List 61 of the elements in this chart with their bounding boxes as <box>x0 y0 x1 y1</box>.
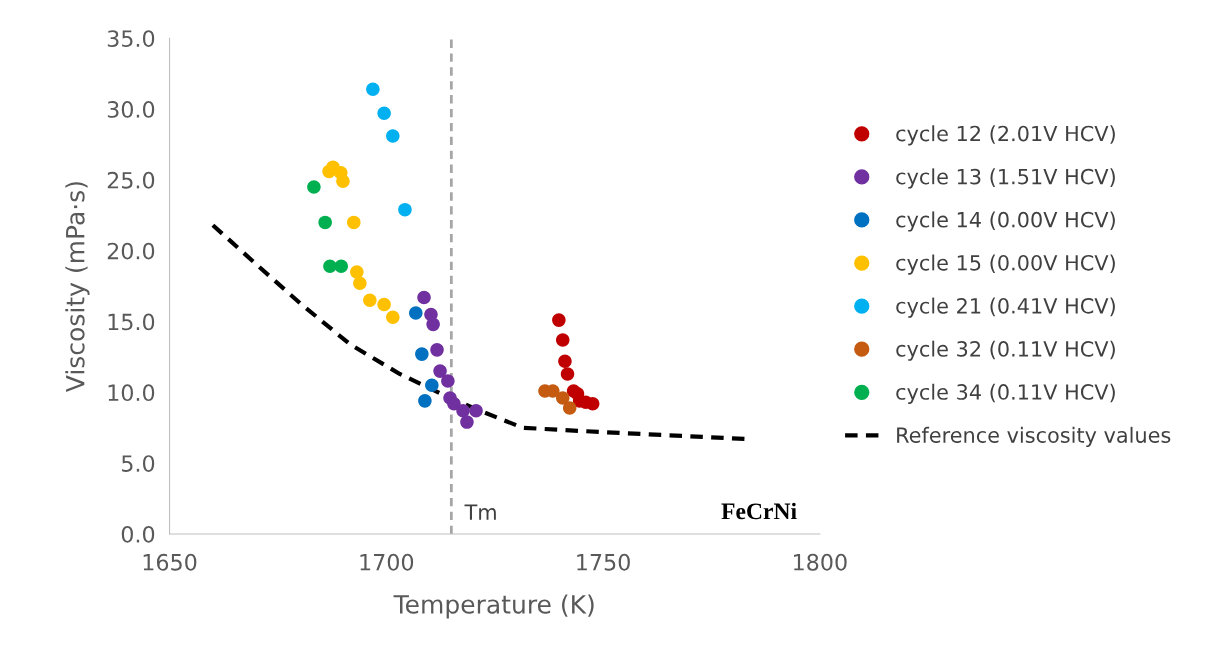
point <box>386 129 400 143</box>
legend-label: cycle 15 (0.00V HCV) <box>896 254 1115 275</box>
point <box>353 276 367 291</box>
point <box>307 180 321 194</box>
point <box>460 415 474 429</box>
point <box>425 378 439 393</box>
point <box>409 306 423 320</box>
y-tick-label: 30.0 <box>107 101 155 118</box>
point <box>363 293 377 308</box>
legend-label: cycle 34 (0.11V HCV) <box>896 383 1115 404</box>
legend-label: Reference viscosity values <box>897 426 1171 447</box>
point <box>430 343 444 357</box>
point <box>377 106 391 121</box>
legend-label: cycle 21 (0.41V HCV) <box>896 297 1115 318</box>
legend-label: cycle 14 (0.00V HCV) <box>896 211 1115 232</box>
point <box>398 202 412 217</box>
point <box>558 354 572 368</box>
point <box>456 404 470 418</box>
point <box>347 215 361 230</box>
y-tick-label: 10.0 <box>108 384 155 402</box>
point <box>322 164 336 179</box>
point <box>377 297 391 312</box>
point <box>415 347 429 361</box>
point <box>336 174 350 189</box>
y-tick-label: 20.0 <box>107 242 155 260</box>
point <box>560 367 575 381</box>
point <box>441 374 455 388</box>
point <box>417 290 431 305</box>
x-tick-label: 1700 <box>360 553 414 571</box>
point <box>350 265 364 279</box>
x-tick-label: 1650 <box>143 553 197 571</box>
y-tick-label: 25.0 <box>107 171 155 189</box>
legend-label: cycle 12 (2.01V HCV) <box>896 125 1115 146</box>
point <box>323 259 337 274</box>
ref-line-label: Tm <box>464 504 496 520</box>
point <box>555 391 570 405</box>
point <box>552 313 566 327</box>
y-axis-title: Viscosity (mPa·s) <box>65 182 90 393</box>
point <box>366 82 380 97</box>
y-tick-label: 0.0 <box>121 525 155 543</box>
point <box>562 401 577 415</box>
point <box>585 396 600 411</box>
y-tick-label: 5.0 <box>122 455 155 472</box>
point <box>433 364 447 378</box>
point <box>318 215 332 230</box>
point <box>418 394 432 408</box>
point <box>334 259 348 274</box>
point <box>386 310 400 325</box>
x-tick-label: 1750 <box>577 553 630 571</box>
point <box>555 333 570 347</box>
x-axis-title: Temperature (K) <box>393 594 594 619</box>
x-tick-label: 1800 <box>794 553 847 571</box>
annotation: FeCrNi <box>721 502 797 520</box>
legend-label: cycle 32 (0.11V HCV) <box>896 340 1115 361</box>
y-tick-label: 35.0 <box>107 30 155 48</box>
y-tick-label: 15.0 <box>108 313 155 331</box>
point <box>546 384 560 398</box>
point <box>447 396 461 411</box>
point <box>426 317 440 332</box>
legend-label: cycle 13 (1.51V HCV) <box>896 168 1115 189</box>
point <box>469 404 483 418</box>
